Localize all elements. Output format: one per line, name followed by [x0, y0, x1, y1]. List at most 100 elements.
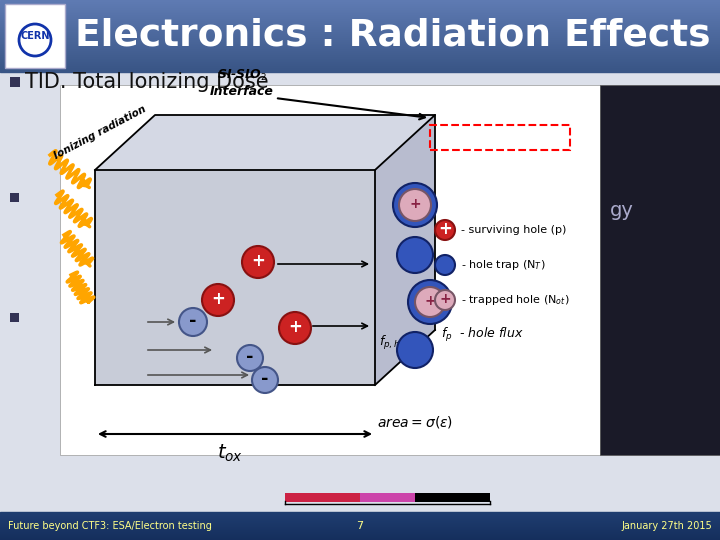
- Bar: [0, 48, 720, 49]
- Bar: [0, 16, 720, 17]
- Bar: [0, 32, 720, 33]
- Text: $f_p$  - hole flux: $f_p$ - hole flux: [441, 326, 523, 344]
- Bar: [0, 36, 720, 37]
- Bar: [0, 37, 720, 38]
- Bar: [0, 68, 720, 69]
- Bar: [0, 50, 720, 51]
- Text: +: +: [211, 290, 225, 308]
- Bar: [0, 28, 720, 29]
- Bar: [0, 515, 720, 516]
- Bar: [0, 7, 720, 8]
- Bar: [0, 53, 720, 54]
- Bar: [0, 1, 720, 2]
- Text: - hole trap (N$_T$): - hole trap (N$_T$): [461, 258, 546, 272]
- Circle shape: [397, 237, 433, 273]
- Text: CERN: CERN: [20, 31, 50, 41]
- Bar: [0, 519, 720, 520]
- Bar: [0, 66, 720, 67]
- Text: -: -: [246, 348, 253, 366]
- Bar: [0, 44, 720, 45]
- Bar: [0, 43, 720, 44]
- Bar: [0, 30, 720, 31]
- Bar: [0, 34, 720, 35]
- Bar: [0, 526, 720, 527]
- Bar: [0, 513, 720, 514]
- Text: Future beyond CTF3: ESA/Electron testing: Future beyond CTF3: ESA/Electron testing: [8, 521, 212, 531]
- Bar: [0, 49, 720, 50]
- Bar: [0, 56, 720, 57]
- Bar: [285, 493, 360, 502]
- Bar: [0, 522, 720, 523]
- Bar: [0, 21, 720, 22]
- Text: +: +: [439, 292, 451, 306]
- Bar: [0, 22, 720, 23]
- Bar: [0, 539, 720, 540]
- Bar: [0, 4, 720, 5]
- Circle shape: [415, 287, 445, 317]
- Bar: [415, 493, 490, 502]
- Text: -: -: [261, 370, 269, 388]
- Bar: [0, 29, 720, 30]
- Bar: [0, 40, 720, 41]
- Bar: [0, 65, 720, 66]
- Circle shape: [242, 246, 274, 278]
- Bar: [0, 70, 720, 71]
- Bar: [60, 85, 600, 455]
- Text: - trapped hole (N$_{ot}$): - trapped hole (N$_{ot}$): [461, 293, 570, 307]
- Bar: [0, 20, 720, 21]
- Bar: [0, 67, 720, 68]
- Bar: [0, 39, 720, 40]
- Bar: [0, 15, 720, 16]
- Bar: [0, 529, 720, 530]
- Circle shape: [252, 367, 278, 393]
- Bar: [0, 527, 720, 528]
- Text: +: +: [251, 252, 265, 270]
- Bar: [0, 528, 720, 529]
- Bar: [0, 18, 720, 19]
- Bar: [0, 8, 720, 9]
- Text: TID. Total Ionizing Dose: TID. Total Ionizing Dose: [25, 72, 269, 92]
- Bar: [0, 2, 720, 3]
- Bar: [10, 77, 20, 87]
- Bar: [0, 47, 720, 48]
- Bar: [0, 55, 720, 56]
- Bar: [0, 24, 720, 25]
- Text: $t_{ox}$: $t_{ox}$: [217, 443, 243, 464]
- Circle shape: [435, 220, 455, 240]
- Bar: [0, 51, 720, 52]
- Text: -: -: [189, 312, 197, 330]
- Bar: [0, 64, 720, 65]
- Bar: [0, 54, 720, 55]
- Bar: [0, 535, 720, 536]
- Text: +: +: [438, 220, 452, 238]
- Circle shape: [397, 332, 433, 368]
- Circle shape: [399, 189, 431, 221]
- Bar: [0, 42, 720, 43]
- Bar: [0, 61, 720, 62]
- Bar: [0, 33, 720, 34]
- Bar: [0, 35, 720, 36]
- Text: Ionizing radiation: Ionizing radiation: [52, 104, 148, 160]
- Bar: [0, 537, 720, 538]
- Circle shape: [237, 345, 263, 371]
- Text: +: +: [288, 318, 302, 336]
- Bar: [0, 536, 720, 537]
- Text: $area = \sigma(\varepsilon)$: $area = \sigma(\varepsilon)$: [377, 414, 453, 430]
- Bar: [0, 59, 720, 60]
- Bar: [0, 538, 720, 539]
- Text: January 27th 2015: January 27th 2015: [621, 521, 712, 531]
- Text: +: +: [409, 197, 420, 211]
- Bar: [0, 530, 720, 531]
- Bar: [0, 58, 720, 59]
- Text: Electronics : Radiation Effects: Electronics : Radiation Effects: [75, 18, 711, 54]
- Bar: [0, 62, 720, 63]
- Polygon shape: [95, 170, 375, 385]
- Bar: [0, 524, 720, 525]
- Bar: [0, 13, 720, 14]
- Bar: [0, 63, 720, 64]
- Bar: [0, 531, 720, 532]
- Bar: [5, 4, 65, 68]
- Bar: [10, 193, 19, 202]
- Bar: [0, 523, 720, 524]
- Bar: [0, 518, 720, 519]
